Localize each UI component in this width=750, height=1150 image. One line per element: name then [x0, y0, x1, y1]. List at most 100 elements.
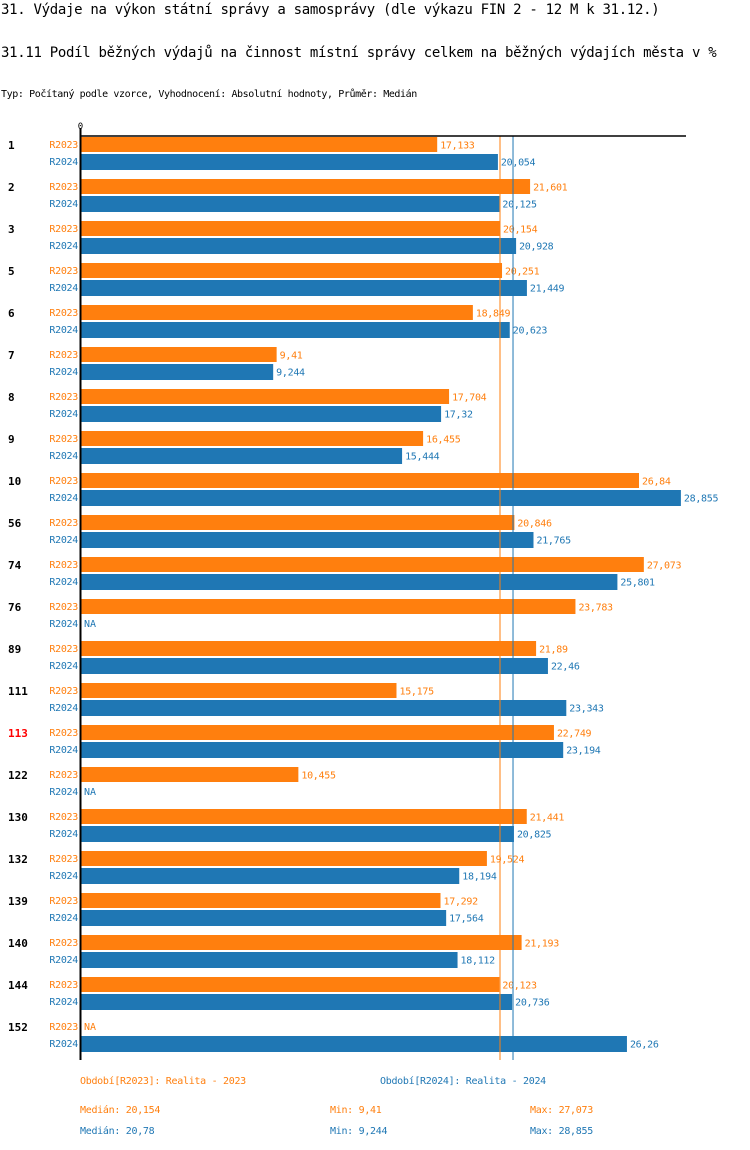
value-label: 23,343 [569, 704, 604, 715]
bar-r2024 [81, 1036, 627, 1052]
value-label: 20,623 [513, 326, 548, 337]
series-label-r2023: R2023 [49, 308, 78, 319]
series-label-r2023: R2023 [49, 350, 78, 361]
bar-r2024 [81, 280, 527, 296]
value-label: 20,928 [519, 242, 554, 253]
bar-r2023 [81, 389, 450, 404]
na-label: NA [84, 1022, 96, 1033]
bar-r2023 [81, 557, 644, 572]
series-label-r2024: R2024 [49, 157, 78, 168]
value-label: 20,846 [517, 519, 552, 530]
value-label: 21,449 [530, 284, 565, 295]
bar-r2023 [81, 599, 576, 614]
series-label-r2024: R2024 [49, 241, 78, 252]
value-label: 21,765 [536, 536, 571, 547]
series-label-r2023: R2023 [49, 854, 78, 865]
bar-r2023 [81, 893, 441, 908]
category-label: 132 [8, 853, 28, 866]
series-label-r2023: R2023 [49, 602, 78, 613]
series-label-r2024: R2024 [49, 997, 78, 1008]
category-label: 7 [8, 349, 15, 362]
category-label: 111 [8, 685, 28, 698]
category-label: 5 [8, 265, 15, 278]
series-label-r2023: R2023 [49, 476, 78, 487]
series-label-r2023: R2023 [49, 1022, 78, 1033]
na-label: NA [84, 619, 96, 630]
value-label: 28,855 [684, 494, 719, 505]
bar-r2023 [81, 725, 554, 740]
series-label-r2023: R2023 [49, 812, 78, 823]
value-label: 17,32 [444, 410, 473, 421]
series-label-r2023: R2023 [49, 560, 78, 571]
bar-r2023 [81, 431, 424, 446]
bar-r2024 [81, 952, 458, 968]
bar-r2023 [81, 683, 397, 698]
series-label-r2024: R2024 [49, 661, 78, 672]
value-label: 20,736 [515, 998, 550, 1009]
series-label-r2024: R2024 [49, 703, 78, 714]
series-label-r2023: R2023 [49, 896, 78, 907]
bar-r2023 [81, 347, 277, 362]
series-label-r2023: R2023 [49, 182, 78, 193]
bar-r2024 [81, 994, 513, 1010]
series-label-r2024: R2024 [49, 955, 78, 966]
value-label: 22,46 [551, 662, 580, 673]
bar-r2023 [81, 767, 299, 782]
value-label: 17,292 [444, 897, 479, 908]
legend-r2023: Období[R2023]: Realita - 2023 [80, 1076, 246, 1087]
category-label: 1 [8, 139, 15, 152]
stat-max-r2024: Max: 28,855 [530, 1126, 593, 1137]
category-label: 152 [8, 1021, 28, 1034]
value-label: 15,175 [399, 687, 434, 698]
stat-min-r2023: Min: 9,41 [330, 1105, 382, 1116]
series-label-r2024: R2024 [49, 325, 78, 336]
value-label: 16,455 [426, 435, 461, 446]
value-label: 18,194 [462, 872, 497, 883]
value-label: 23,783 [578, 603, 613, 614]
value-label: 18,112 [461, 956, 496, 967]
category-label: 6 [8, 307, 15, 320]
stat-min-r2024: Min: 9,244 [330, 1126, 388, 1137]
bar-r2023 [81, 641, 537, 656]
bar-r2024 [81, 910, 447, 926]
bar-r2024 [81, 364, 274, 380]
stat-median-r2024: Medián: 20,78 [80, 1126, 155, 1137]
value-label: 15,444 [405, 452, 440, 463]
bar-r2023 [81, 935, 522, 950]
series-label-r2024: R2024 [49, 787, 78, 798]
bar-r2024 [81, 406, 442, 422]
value-label: 26,84 [642, 477, 671, 488]
value-label: 20,154 [503, 225, 538, 236]
value-label: 21,601 [533, 183, 568, 194]
bar-r2024 [81, 490, 681, 506]
series-label-r2024: R2024 [49, 619, 78, 630]
series-label-r2024: R2024 [49, 283, 78, 294]
value-label: 18,849 [476, 309, 511, 320]
bar-r2024 [81, 448, 403, 464]
value-label: 20,125 [502, 200, 537, 211]
value-label: 20,251 [505, 267, 540, 278]
value-label: 26,26 [630, 1040, 659, 1051]
category-label: 2 [8, 181, 15, 194]
series-label-r2024: R2024 [49, 409, 78, 420]
category-label: 3 [8, 223, 15, 236]
chart-meta: Typ: Počítaný podle vzorce, Vyhodnocení:… [1, 89, 417, 100]
series-label-r2023: R2023 [49, 434, 78, 445]
value-label: 9,41 [280, 351, 303, 362]
bar-r2023 [81, 977, 500, 992]
series-label-r2024: R2024 [49, 871, 78, 882]
series-label-r2024: R2024 [49, 493, 78, 504]
value-label: 19,524 [490, 855, 525, 866]
bar-r2023 [81, 473, 640, 488]
category-label: 139 [8, 895, 28, 908]
value-label: 23,194 [566, 746, 601, 757]
value-label: 17,704 [452, 393, 487, 404]
series-label-r2024: R2024 [49, 451, 78, 462]
category-label: 122 [8, 769, 28, 782]
bar-r2023 [81, 305, 473, 320]
value-label: 27,073 [647, 561, 682, 572]
series-label-r2023: R2023 [49, 224, 78, 235]
series-label-r2023: R2023 [49, 938, 78, 949]
bar-r2024 [81, 700, 567, 716]
